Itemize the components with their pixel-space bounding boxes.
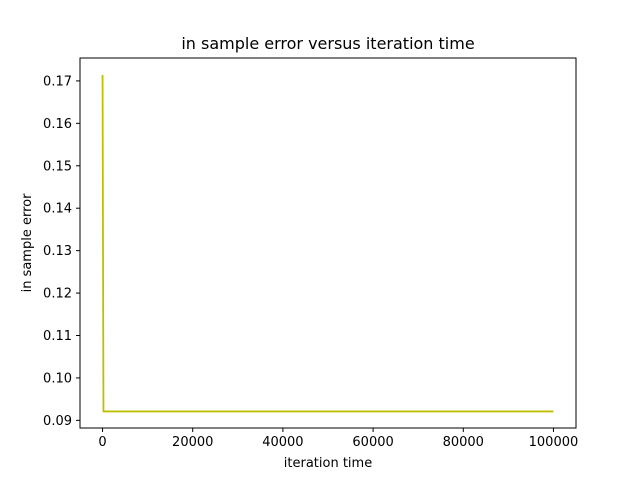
y-tick-label: 0.09 (43, 414, 72, 429)
y-tick-label: 0.10 (43, 371, 72, 386)
x-axis-ticks: 0 20000 40000 60000 80000 100000 (98, 428, 578, 450)
plot-area (80, 58, 576, 428)
x-tick-label: 60000 (352, 435, 393, 450)
x-tick-label: 20000 (172, 435, 213, 450)
y-tick-label: 0.15 (43, 159, 72, 174)
y-tick-label: 0.13 (43, 244, 72, 259)
y-tick-label: 0.16 (43, 117, 72, 132)
y-tick-label: 0.17 (43, 74, 72, 89)
x-tick-label: 100000 (529, 435, 579, 450)
y-tick-label: 0.11 (43, 329, 72, 344)
y-tick-label: 0.12 (43, 287, 72, 302)
y-axis-label: in sample error (20, 193, 35, 293)
x-tick-label: 40000 (262, 435, 303, 450)
plot-frame (79, 57, 577, 429)
y-axis-ticks: 0.09 0.10 0.11 0.12 0.13 0.14 0.15 0.16 0.17 (43, 74, 80, 429)
series-line (101, 74, 554, 413)
x-tick-label: 0 (98, 435, 106, 450)
chart-title: in sample error versus iteration time (181, 34, 474, 53)
x-tick-label: 80000 (443, 435, 484, 450)
y-tick-label: 0.14 (43, 202, 72, 217)
x-axis-label: iteration time (284, 456, 372, 471)
series-layer (101, 74, 554, 413)
